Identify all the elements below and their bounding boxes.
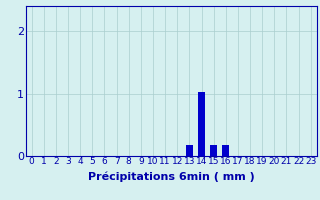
X-axis label: Précipitations 6min ( mm ): Précipitations 6min ( mm ) xyxy=(88,172,255,182)
Bar xyxy=(210,145,217,156)
Bar xyxy=(186,145,193,156)
Bar xyxy=(222,145,229,156)
Bar xyxy=(198,92,205,156)
